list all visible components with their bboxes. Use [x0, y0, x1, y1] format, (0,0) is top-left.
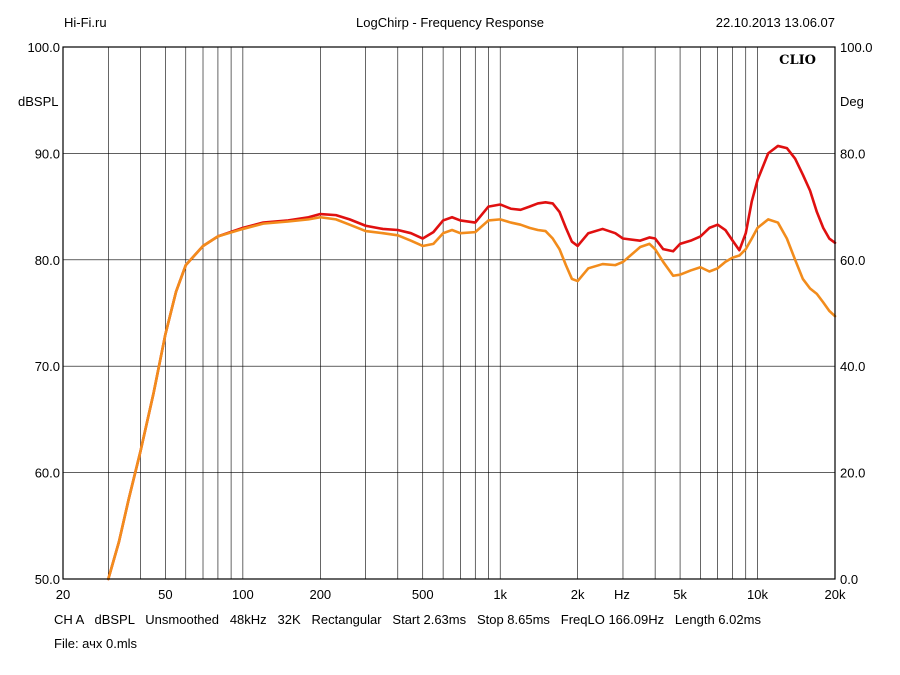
y-tick-label-right: 80.0 [840, 146, 865, 161]
plot-frame [62, 46, 836, 580]
response-curves [107, 144, 837, 581]
file-name: File: ачх 0.mls [54, 636, 138, 651]
y-tick-label-right: 60.0 [840, 253, 865, 268]
y-axis-label-right: Deg [840, 94, 864, 109]
y-tick-label-right: 40.0 [840, 359, 865, 374]
header-left-label: Hi-Fi.ru [64, 15, 107, 30]
x-tick-label: 20k [825, 587, 846, 602]
grid-lines [63, 47, 835, 579]
x-tick-label: 50 [158, 587, 172, 602]
y-tick-label-left: 100.0 [27, 40, 60, 55]
measurement-settings: CH A dBSPL Unsmoothed 48kHz 32K Rectangu… [54, 612, 761, 627]
x-tick-label: 1k [493, 587, 507, 602]
x-tick-label: 200 [309, 587, 331, 602]
y-tick-label-left: 80.0 [35, 253, 60, 268]
tick-labels: 20 50 100 200 500 1k 2k 5k 10k 20k 100.0 90.0 80.0 70… [27, 40, 872, 602]
x-axis-unit-label: Hz [614, 587, 630, 602]
y-tick-label-left: 90.0 [35, 146, 60, 161]
x-tick-label: 2k [571, 587, 585, 602]
y-tick-label-left: 70.0 [35, 359, 60, 374]
y-tick-label-left: 60.0 [35, 466, 60, 481]
x-tick-label: 10k [747, 587, 768, 602]
y-tick-label-left: 50.0 [35, 572, 60, 587]
x-tick-label: 100 [232, 587, 254, 602]
x-tick-label: 500 [412, 587, 434, 602]
chart-title: LogChirp - Frequency Response [356, 15, 544, 30]
series-line-orange [107, 215, 837, 581]
y-axis-label-left: dBSPL [18, 94, 58, 109]
header-datetime: 22.10.2013 13.06.07 [716, 15, 835, 30]
x-tick-label: 20 [56, 587, 70, 602]
series-line-red [107, 144, 837, 581]
y-tick-label-right: 100.0 [840, 40, 873, 55]
y-tick-label-right: 0.0 [840, 572, 858, 587]
x-tick-label: 5k [673, 587, 687, 602]
y-tick-label-right: 20.0 [840, 466, 865, 481]
clio-logo: CLIO [779, 53, 816, 68]
